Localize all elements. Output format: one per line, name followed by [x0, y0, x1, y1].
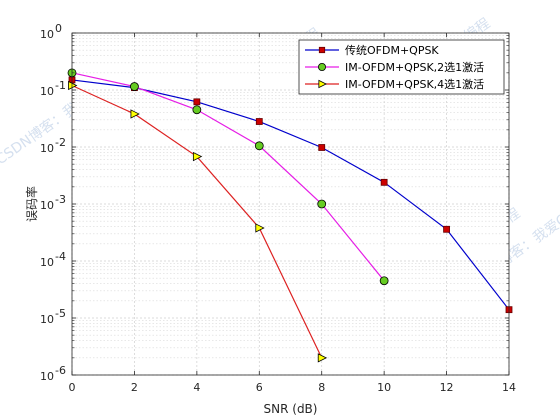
y-tick-label: 10: [40, 28, 54, 41]
data-point: [254, 141, 264, 151]
data-point: [193, 98, 201, 106]
legend-marker: [317, 63, 326, 72]
data-point: [380, 178, 388, 186]
legend-marker: [318, 79, 327, 89]
data-point: [68, 80, 78, 91]
y-tick-label: 10: [40, 370, 54, 383]
x-axis: 0 2 4 6 8 10 12 14: [69, 33, 516, 394]
x-tick-label: 12: [440, 381, 454, 394]
legend-label: 传统OFDM+QPSK: [345, 44, 439, 57]
data-point: [318, 144, 326, 151]
data-point: [255, 223, 265, 233]
y-tick-label: 10: [40, 313, 54, 326]
data-point: [317, 199, 327, 209]
data-point: [255, 118, 263, 125]
data-point: [130, 109, 140, 119]
legend: 传统OFDM+QPSK IM-OFDM+QPSK,2选1激活 IM-OFDM+QPS…: [298, 39, 505, 95]
x-tick-label: 4: [193, 381, 200, 394]
y-tick-exponent: -2: [55, 136, 66, 149]
data-point: [443, 225, 450, 233]
y-tick-exponent: 0: [55, 22, 62, 35]
data-point: [379, 276, 389, 286]
y-tick-label: 10: [40, 85, 54, 98]
legend-entry: 传统OFDM+QPSK: [305, 44, 439, 57]
legend-label: IM-OFDM+QPSK,4选1激活: [345, 77, 484, 91]
data-point: [192, 151, 203, 162]
y-tick-exponent: -3: [55, 193, 66, 206]
legend-entry: IM-OFDM+QPSK,4选1激活: [305, 77, 484, 91]
x-tick-label: 10: [377, 381, 391, 394]
y-tick-exponent: -5: [55, 307, 66, 320]
x-tick-label: 0: [69, 381, 76, 394]
x-tick-label: 8: [318, 381, 325, 394]
x-tick-label: 14: [502, 381, 516, 394]
legend-marker: [318, 46, 326, 54]
y-tick-exponent: -4: [55, 250, 66, 263]
y-tick-label: 10: [40, 199, 54, 212]
x-tick-label: 2: [131, 381, 138, 394]
y-tick-label: 10: [40, 142, 54, 155]
y-tick-label: 10: [40, 256, 54, 269]
series-line: [71, 72, 385, 282]
x-axis-label: SNR (dB): [264, 402, 318, 416]
series-3: [68, 80, 328, 363]
data-point: [317, 353, 328, 363]
data-point: [130, 82, 139, 91]
y-axis-label: 误码率: [24, 186, 39, 222]
legend-label: IM-OFDM+QPSK,2选1激活: [345, 60, 484, 74]
data-point: [192, 105, 202, 115]
legend-entry: IM-OFDM+QPSK,2选1激活: [305, 60, 484, 74]
y-tick-exponent: -1: [55, 79, 66, 92]
x-tick-label: 6: [256, 381, 263, 394]
y-tick-exponent: -6: [55, 364, 66, 377]
